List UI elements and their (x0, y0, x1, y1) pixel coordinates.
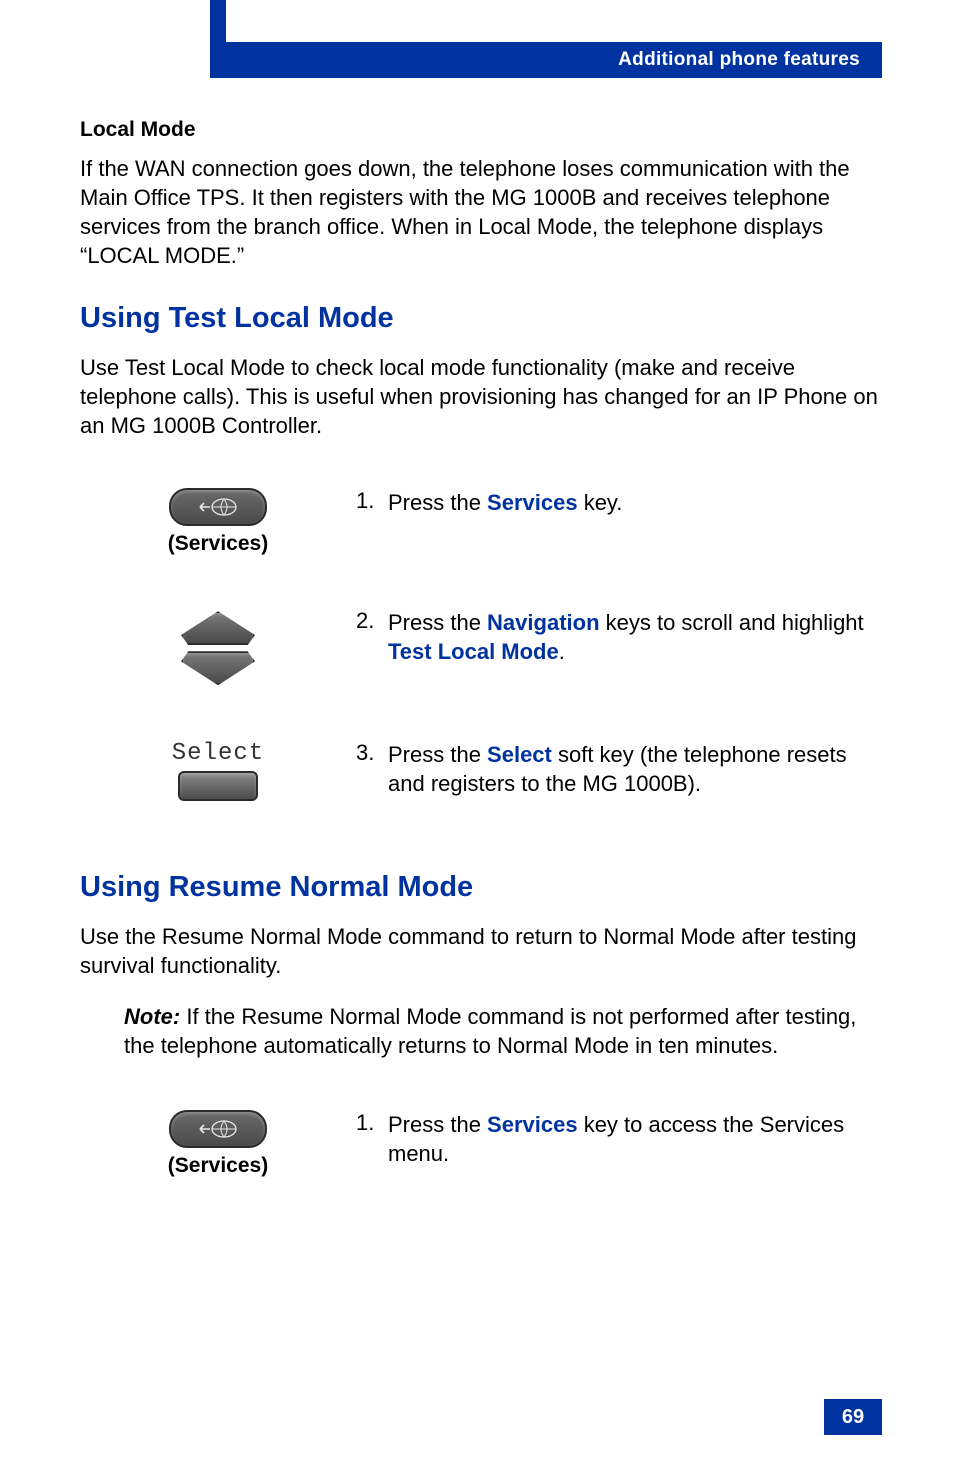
t: Press the (388, 610, 487, 635)
services-label: (Services) (168, 1154, 268, 1178)
step-body: Press the Navigation keys to scroll and … (388, 608, 882, 666)
step-text: 2. Press the Navigation keys to scroll a… (356, 608, 882, 666)
t: . (559, 639, 565, 664)
note-body: If the Resume Normal Mode command is not… (124, 1004, 856, 1058)
step-body: Press the Services key. (388, 488, 882, 517)
globe-arrow-icon (196, 1119, 240, 1139)
softkey-icon (178, 771, 258, 801)
step-number: 2. (356, 608, 388, 666)
step-icon-col: (Services) (80, 1110, 356, 1178)
local-mode-body: If the WAN connection goes down, the tel… (80, 154, 882, 270)
kw-services: Services (487, 1112, 578, 1137)
t: key. (578, 490, 623, 515)
section1-intro: Use Test Local Mode to check local mode … (80, 353, 882, 440)
header-accent (210, 0, 226, 42)
t: Press the (388, 490, 487, 515)
step-row: Select 3. Press the Select soft key (the… (80, 740, 882, 801)
step-text: 1. Press the Services key. (356, 488, 882, 517)
globe-arrow-icon (196, 497, 240, 517)
section1-title: Using Test Local Mode (80, 302, 882, 335)
services-label: (Services) (168, 532, 268, 556)
step-text: 3. Press the Select soft key (the teleph… (356, 740, 882, 798)
step-row: 2. Press the Navigation keys to scroll a… (80, 608, 882, 688)
page-number: 69 (824, 1399, 882, 1435)
kw-navigation: Navigation (487, 610, 599, 635)
header-title: Additional phone features (618, 49, 860, 71)
nav-down-icon (181, 651, 255, 685)
t: Press the (388, 742, 487, 767)
kw-test-local-mode: Test Local Mode (388, 639, 559, 664)
section2-intro: Use the Resume Normal Mode command to re… (80, 922, 882, 980)
step-icon-col: Select (80, 740, 356, 801)
header-bar: Additional phone features (210, 42, 882, 78)
kw-services: Services (487, 490, 578, 515)
local-mode-heading: Local Mode (80, 118, 882, 142)
step-body: Press the Select soft key (the telephone… (388, 740, 882, 798)
step-number: 3. (356, 740, 388, 798)
softkey-label: Select (172, 740, 264, 767)
step-icon-col: (Services) (80, 488, 356, 556)
services-key-icon (169, 488, 267, 526)
kw-select: Select (487, 742, 552, 767)
section2-title: Using Resume Normal Mode (80, 871, 882, 904)
step-text: 1. Press the Services key to access the … (356, 1110, 882, 1168)
content: Local Mode If the WAN connection goes do… (80, 118, 882, 1230)
step-number: 1. (356, 1110, 388, 1168)
services-key-icon (169, 1110, 267, 1148)
page: Additional phone features Local Mode If … (0, 0, 954, 1475)
step-number: 1. (356, 488, 388, 517)
t: keys to scroll and highlight (600, 610, 864, 635)
step-icon-col (80, 608, 356, 688)
step-row: (Services) 1. Press the Services key to … (80, 1110, 882, 1178)
step-row: (Services) 1. Press the Services key. (80, 488, 882, 556)
t: Press the (388, 1112, 487, 1137)
step-body: Press the Services key to access the Ser… (388, 1110, 882, 1168)
note-label: Note: (124, 1004, 180, 1029)
nav-up-icon (181, 611, 255, 645)
note-block: Note: If the Resume Normal Mode command … (124, 1002, 882, 1060)
